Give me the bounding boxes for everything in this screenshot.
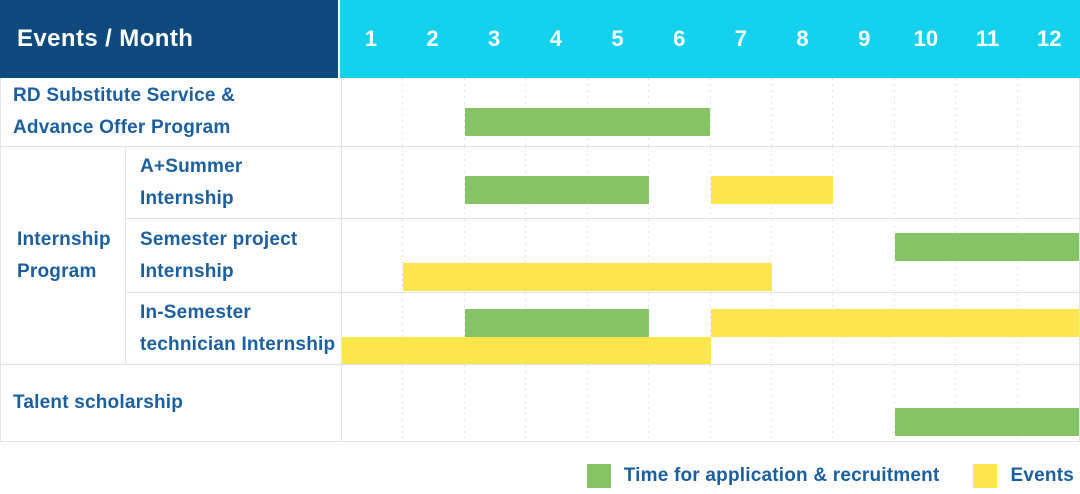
- month-header-6: 6: [673, 26, 686, 51]
- legend: Time for application & recruitment Events: [0, 464, 1080, 488]
- month-gridline: [648, 365, 650, 441]
- month-gridline: [402, 147, 404, 218]
- month-header-4: 4: [549, 26, 562, 51]
- table-body: RD Substitute Service & Advance Offer Pr…: [0, 78, 1080, 442]
- row-label-semester-project-internship: Semester project Internship: [125, 218, 341, 292]
- recruitment-bar: [464, 108, 711, 136]
- month-gridline: [1016, 365, 1018, 441]
- month-header-12: 12: [1036, 26, 1062, 51]
- month-gridline: [463, 147, 465, 218]
- month-gridline: [770, 78, 772, 146]
- event-bar: [342, 337, 711, 365]
- row-label-line: RD Substitute Service &: [13, 85, 236, 106]
- month-gridline: [648, 219, 650, 292]
- row-label-line: In-Semester: [140, 301, 251, 323]
- month-header-7: 7: [734, 26, 747, 51]
- row-label-line: Advance Offer Program: [13, 117, 231, 138]
- month-header-5: 5: [611, 26, 624, 51]
- month-gridline: [955, 78, 957, 146]
- month-gridline: [402, 365, 404, 441]
- chart-row-a-plus-summer-internship: [341, 146, 1079, 218]
- row-label-a-plus-summer-internship: A+Summer Internship: [125, 146, 341, 218]
- month-gridline: [463, 78, 465, 146]
- row-label-line: Internship: [140, 260, 234, 282]
- group-label-internship-program: Internship Program: [1, 146, 125, 364]
- month-header-11: 11: [975, 26, 1000, 51]
- header-corner: Events / Month: [0, 0, 340, 78]
- event-bar: [403, 263, 772, 291]
- month-gridline: [893, 365, 895, 441]
- month-gridline: [709, 293, 711, 364]
- recruitment-bar: [464, 309, 650, 337]
- row-label-line: Internship: [140, 187, 234, 209]
- month-gridline: [770, 365, 772, 441]
- row-label-line: Semester project: [140, 228, 298, 250]
- month-gridline: [832, 78, 834, 146]
- month-gridline: [586, 219, 588, 292]
- month-gridline: [709, 219, 711, 292]
- month-header-10: 10: [913, 26, 939, 51]
- month-header-9: 9: [858, 26, 871, 51]
- legend-label: Time for application & recruitment: [623, 465, 940, 486]
- row-label-line: technician Internship: [140, 333, 336, 355]
- month-gridline: [402, 293, 404, 364]
- month-header-3: 3: [488, 26, 501, 51]
- row-label-line: A+Summer: [140, 155, 243, 177]
- recruitment-bar: [894, 233, 1079, 261]
- month-gridline: [955, 147, 957, 218]
- month-gridline: [525, 365, 527, 441]
- month-header-1: 1: [364, 26, 377, 51]
- month-gridline: [586, 365, 588, 441]
- month-gridline: [709, 365, 711, 441]
- row-label-in-semester-technician-internship: In-Semester technician Internship: [125, 292, 341, 364]
- month-gridline: [893, 219, 895, 292]
- legend-swatch-event-icon: [973, 464, 998, 488]
- legend-item-recruitment: Time for application & recruitment: [586, 464, 940, 488]
- month-gridline: [402, 78, 404, 146]
- month-gridline: [832, 219, 834, 292]
- group-label-line: Internship: [17, 228, 111, 250]
- row-label-line: Talent scholarship: [13, 392, 184, 413]
- month-gridline: [525, 219, 527, 292]
- legend-swatch-recruitment-icon: [586, 464, 611, 488]
- month-header-8: 8: [796, 26, 809, 51]
- recruitment-bar: [894, 408, 1079, 436]
- event-bar: [710, 176, 834, 204]
- row-label-talent-scholarship: Talent scholarship: [1, 364, 341, 441]
- month-gridline: [402, 219, 404, 292]
- row-label-rd-substitute-service: RD Substitute Service & Advance Offer Pr…: [1, 78, 341, 146]
- month-gridline: [463, 365, 465, 441]
- recruitment-bar: [464, 176, 650, 204]
- group-label-line: Program: [17, 260, 97, 282]
- legend-label: Events: [1010, 465, 1074, 486]
- month-gridline: [463, 219, 465, 292]
- month-gridline: [955, 365, 957, 441]
- chart-row-in-semester-technician-internship: [341, 292, 1079, 365]
- chart-row-talent-scholarship: [341, 364, 1079, 441]
- header-corner-label: Events / Month: [17, 25, 194, 52]
- month-gridline: [1016, 147, 1018, 218]
- month-gridline: [463, 293, 465, 364]
- month-gridline: [770, 219, 772, 292]
- month-header-2: 2: [426, 26, 439, 51]
- month-gridline: [893, 78, 895, 146]
- month-header-row: 1 2 3 4 5 6 7 8 9 10 11 12: [340, 0, 1080, 78]
- event-bar: [710, 309, 1079, 337]
- chart-row-semester-project-internship: [341, 218, 1079, 292]
- month-gridline: [832, 365, 834, 441]
- legend-item-event: Events: [973, 464, 1074, 488]
- month-gridline: [893, 147, 895, 218]
- table-header: Events / Month 1 2 3 4 5 6 7 8 9 10 11 12: [0, 0, 1080, 78]
- chart-row-rd-substitute-service: [341, 78, 1079, 146]
- month-gridline: [709, 147, 711, 218]
- month-gridline: [1016, 78, 1018, 146]
